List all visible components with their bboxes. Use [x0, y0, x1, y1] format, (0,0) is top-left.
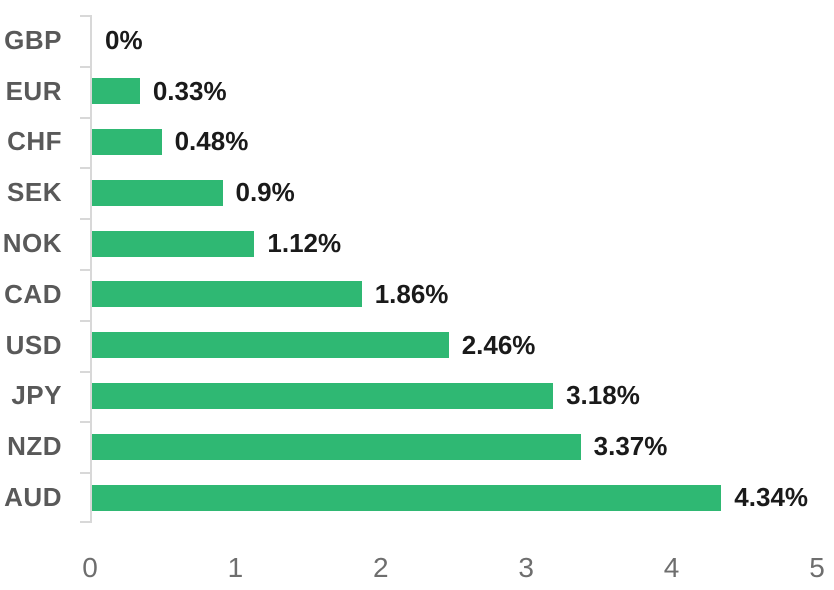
x-tick-label: 2 — [373, 552, 389, 583]
value-label: 0.9% — [235, 177, 295, 208]
value-label: 1.86% — [374, 278, 449, 309]
value-label: 1.12% — [267, 228, 342, 259]
bar — [92, 433, 581, 460]
bar-row-jpy: JPY 3.18% — [11, 371, 817, 422]
x-tick-label: 1 — [227, 552, 244, 583]
x-tick-label: 0 — [82, 552, 98, 583]
value-label: 0.48% — [174, 126, 249, 157]
bar — [92, 230, 255, 257]
y-axis-tick — [80, 319, 92, 322]
category-label: EUR — [5, 75, 62, 106]
bar-row-nzd: NZD 3.37% — [7, 421, 817, 472]
value-label: 0% — [105, 24, 143, 55]
x-axis: 0 1 2 3 4 5 — [82, 552, 825, 586]
category-label: CAD — [4, 278, 62, 309]
bar — [92, 128, 162, 155]
value-label: 4.34% — [734, 482, 809, 513]
y-axis-tick — [80, 167, 92, 170]
y-axis-tick — [80, 269, 92, 271]
category-label: NOK — [2, 228, 62, 259]
y-axis-tick — [80, 421, 92, 424]
y-axis-tick — [80, 521, 92, 523]
bar — [92, 382, 554, 409]
value-label: 3.37% — [593, 431, 668, 462]
y-axis-tick — [80, 116, 92, 119]
category-label: GBP — [4, 24, 62, 55]
bar-row-eur: EUR 0.33% — [6, 66, 817, 117]
bar-row-aud: AUD 4.34% — [4, 472, 817, 523]
y-axis-tick — [80, 370, 92, 373]
bar-row-cad: CAD 1.86% — [4, 269, 817, 320]
y-axis-tick — [80, 472, 92, 475]
value-label: 0.33% — [152, 75, 227, 106]
category-label: SEK — [7, 177, 62, 208]
bar-row-gbp: GBP 0% — [4, 15, 817, 66]
bar — [92, 484, 722, 511]
category-label: CHF — [7, 126, 62, 157]
category-label: AUD — [4, 482, 62, 513]
x-tick-label: 4 — [663, 552, 680, 583]
y-axis-tick — [80, 15, 92, 17]
bar-row-usd: USD 2.46% — [6, 320, 817, 371]
x-tick-label: 5 — [809, 552, 825, 583]
bar-chart: GBP 0% EUR 0.33% CHF 0.48% SEK 0.9% NOK 1.12% CAD 1… — [0, 15, 825, 583]
bar-row-sek: SEK 0.9% — [7, 167, 817, 218]
y-axis-tick — [80, 65, 92, 68]
bar — [92, 78, 140, 105]
category-label: JPY — [11, 380, 62, 411]
bar-row-chf: CHF 0.48% — [7, 117, 817, 168]
bar — [92, 281, 362, 308]
bar — [92, 332, 449, 359]
value-label: 3.18% — [566, 380, 640, 411]
bar-row-nok: NOK 1.12% — [3, 218, 817, 269]
plot-area: GBP 0% EUR 0.33% CHF 0.48% SEK 0.9% NOK 1.12% CAD 1… — [3, 15, 817, 523]
category-label: NZD — [7, 431, 62, 462]
x-tick-label: 3 — [518, 552, 534, 583]
y-axis-tick — [80, 218, 92, 221]
bar — [92, 179, 223, 206]
category-label: USD — [5, 329, 62, 360]
value-label: 2.46% — [461, 329, 536, 360]
